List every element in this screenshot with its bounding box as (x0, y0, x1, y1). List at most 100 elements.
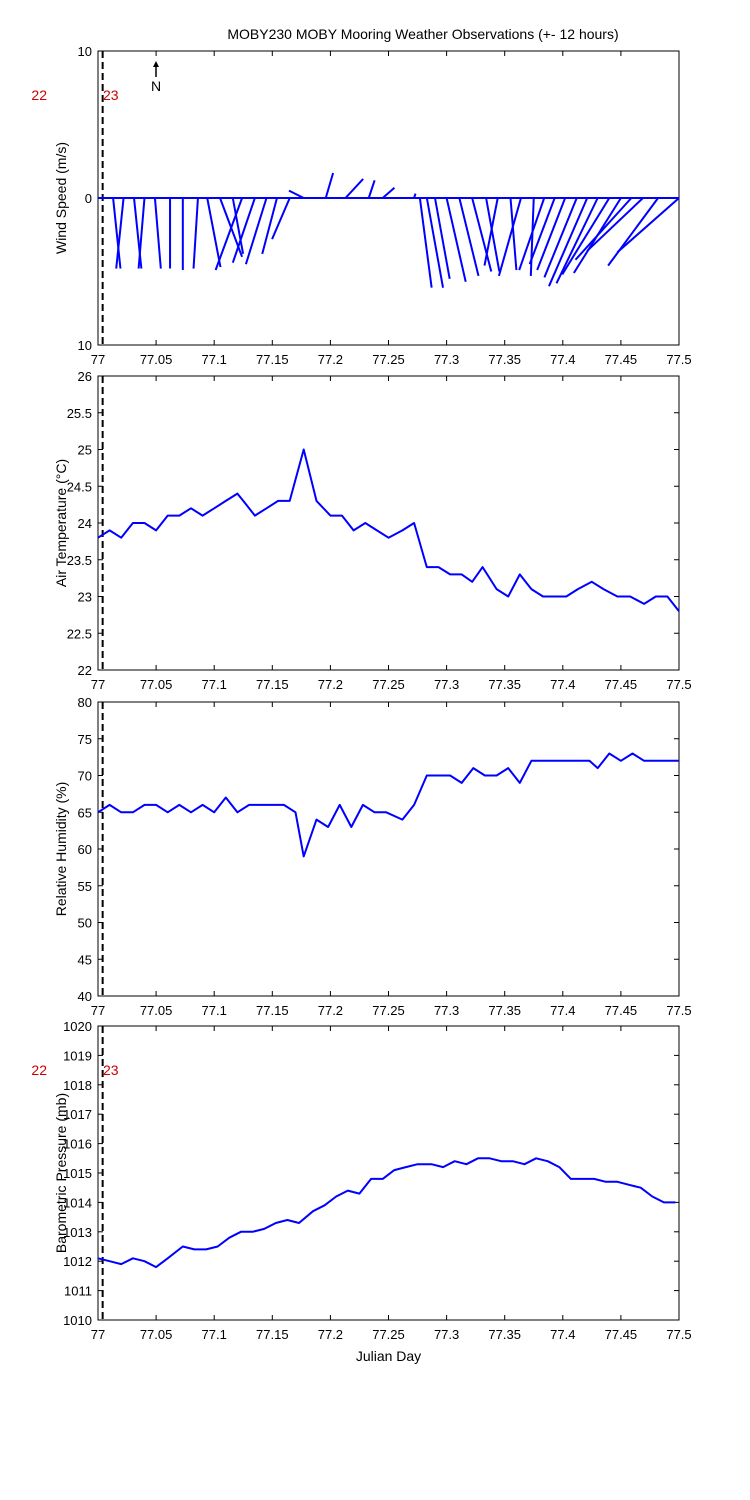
wind-vector (518, 197, 546, 271)
wind-vector (509, 197, 518, 271)
wind-vector (192, 197, 199, 269)
figure-title: MOBY230 MOBY Mooring Weather Observation… (227, 26, 618, 42)
x-tick-label: 77 (91, 352, 105, 367)
y-tick-label: 1016 (63, 1137, 92, 1152)
wind-vector (543, 197, 578, 278)
y-axis-label: Wind Speed (m/s) (53, 142, 69, 254)
y-tick-label: 55 (78, 879, 92, 894)
wind-vector (561, 197, 611, 275)
wind-vector (529, 197, 535, 276)
x-tick-label: 77.35 (488, 677, 521, 692)
wind-vector (586, 197, 644, 252)
x-tick-label: 77.1 (202, 1327, 227, 1342)
y-tick-label: 23 (78, 590, 92, 605)
x-tick-label: 77.1 (202, 1003, 227, 1018)
x-tick-label: 77.2 (318, 1327, 343, 1342)
y-tick-label: 10 (78, 44, 92, 59)
panel-air_temp: 77 77.05 77.1 77.15 77.2 77.25 77.3 77.35 77.4 77… (53, 369, 692, 692)
wind-vector (137, 197, 146, 269)
x-tick-label: 77.05 (140, 1327, 173, 1342)
x-axis-label: Julian Day (356, 1348, 421, 1364)
x-tick-label: 77.45 (605, 352, 638, 367)
series-line-pressure (97, 1157, 676, 1269)
wind-vector (497, 197, 522, 277)
wind-vector (616, 197, 680, 254)
y-tick-label: 10 (78, 338, 92, 353)
wind-vector (413, 193, 417, 199)
y-tick-label: 75 (78, 732, 92, 747)
wind-vector (115, 197, 125, 269)
x-tick-label: 77 (91, 1327, 105, 1342)
x-tick-label: 77.45 (605, 1003, 638, 1018)
y-tick-label: 1011 (64, 1284, 92, 1299)
y-axis-label: Barometric Pressure (mb) (53, 1093, 69, 1253)
x-tick-label: 77.15 (256, 677, 289, 692)
x-tick-label: 77.4 (550, 1003, 575, 1018)
plot-frame (97, 375, 680, 671)
series-line-air_temp (97, 448, 680, 612)
wind-vector (344, 178, 364, 199)
wind-vector (445, 197, 467, 283)
x-tick-label: 77.25 (372, 677, 405, 692)
y-tick-label: 80 (78, 695, 92, 710)
y-tick-label: 22 (78, 663, 92, 678)
y-axis-label: Air Temperature (°C) (53, 459, 69, 587)
y-tick-label: 0 (85, 191, 92, 206)
wind-vector (418, 197, 433, 288)
day-label-prev: 22 (31, 87, 47, 103)
x-tick-label: 77.15 (256, 352, 289, 367)
y-tick-label: 1015 (63, 1166, 92, 1181)
wind-vector (324, 172, 335, 199)
wind-vector (536, 197, 567, 271)
y-tick-label: 70 (78, 769, 92, 784)
x-tick-label: 77.45 (605, 677, 638, 692)
y-tick-label: 65 (78, 805, 92, 820)
y-tick-label: 1017 (63, 1107, 92, 1122)
x-tick-label: 77.25 (372, 1003, 405, 1018)
wind-vector (485, 197, 501, 272)
wind-vector (231, 197, 256, 264)
y-tick-label: 1010 (63, 1313, 92, 1328)
x-tick-label: 77.05 (140, 1003, 173, 1018)
x-tick-label: 77.25 (372, 1327, 405, 1342)
x-tick-label: 77.1 (202, 677, 227, 692)
x-tick-label: 77.4 (550, 1327, 575, 1342)
x-tick-label: 77.2 (318, 677, 343, 692)
y-tick-label: 25 (78, 443, 92, 458)
series-line-humidity (97, 752, 679, 858)
wind-vector (214, 197, 244, 271)
x-tick-label: 77.3 (434, 1003, 459, 1018)
y-tick-label: 25.5 (67, 406, 92, 421)
wind-vector (382, 186, 396, 199)
wind-vector (471, 197, 493, 272)
wind-vector (425, 197, 445, 288)
y-tick-label: 22.5 (67, 626, 92, 641)
wind-vector (483, 197, 499, 266)
wind-vector (261, 197, 278, 255)
x-tick-label: 77 (91, 677, 105, 692)
y-tick-label: 1020 (63, 1019, 92, 1034)
y-tick-label: 1012 (63, 1254, 92, 1269)
y-tick-label: 1019 (63, 1048, 92, 1063)
wind-vector (112, 197, 122, 269)
wind-vector (528, 197, 556, 265)
north-arrow-icon (153, 61, 159, 67)
x-tick-label: 77.25 (372, 352, 405, 367)
day-label-prev: 22 (31, 1062, 47, 1078)
y-tick-label: 24 (78, 516, 92, 531)
wind-vector (153, 197, 162, 269)
y-tick-label: 26 (78, 369, 92, 384)
y-tick-label: 50 (78, 916, 92, 931)
x-tick-label: 77.3 (434, 352, 459, 367)
chart-panels: 77 77.05 77.1 77.15 77.2 77.25 77.3 77.35 77.4 77… (31, 44, 691, 1364)
x-tick-label: 77.1 (202, 352, 227, 367)
x-tick-label: 77.5 (666, 1327, 691, 1342)
x-tick-label: 77.5 (666, 352, 691, 367)
x-tick-label: 77.4 (550, 352, 575, 367)
x-tick-label: 77.2 (318, 1003, 343, 1018)
x-tick-label: 77 (91, 1003, 105, 1018)
wind-vector (271, 197, 291, 240)
wind-vector (574, 197, 633, 261)
panel-pressure: 77 77.05 77.1 77.15 77.2 77.25 77.3 77.35 77.4 77… (31, 1019, 691, 1364)
